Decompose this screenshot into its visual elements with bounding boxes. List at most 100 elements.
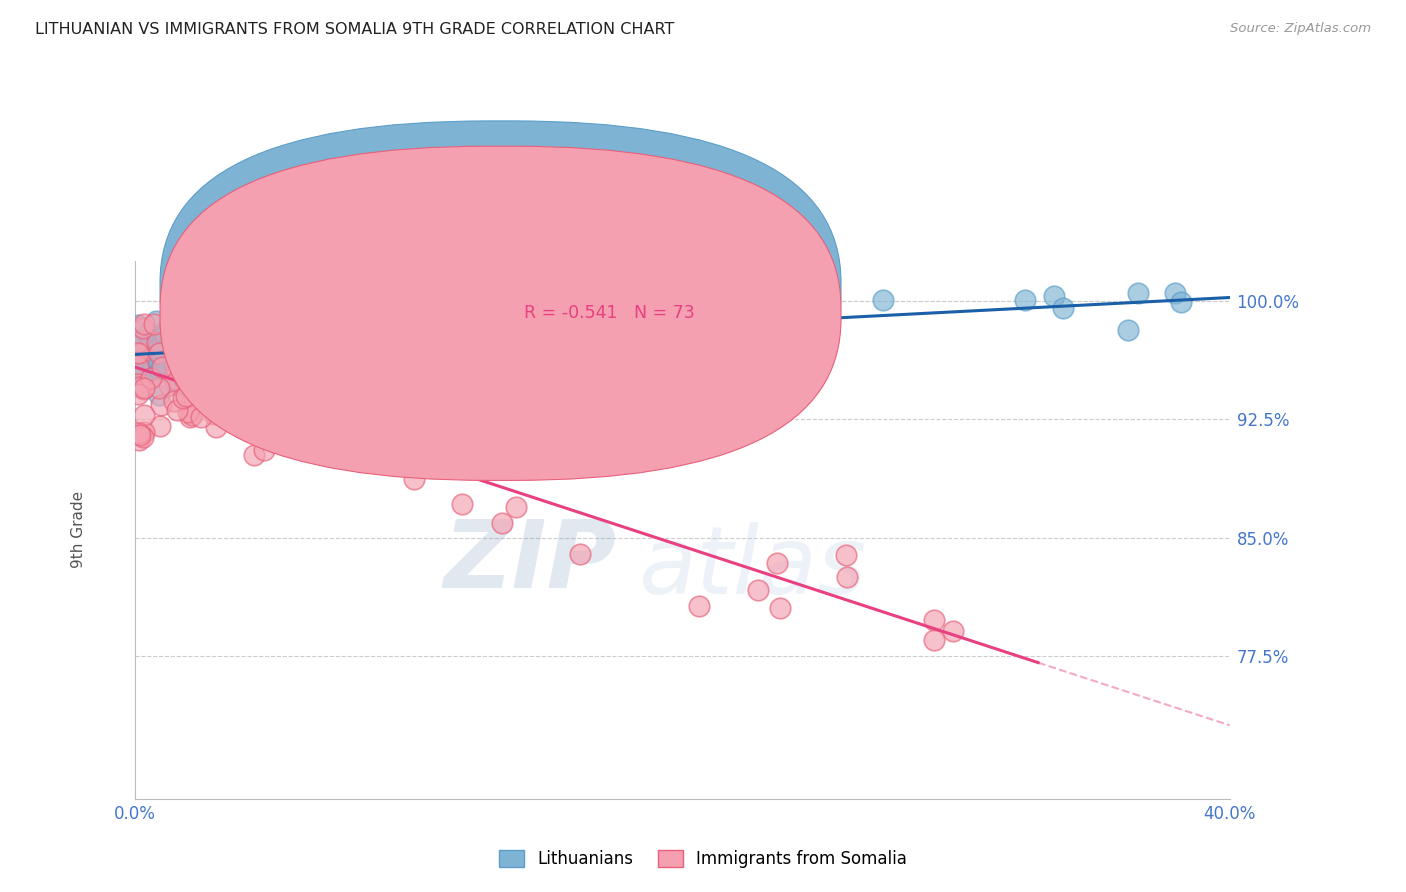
- Point: [278, 412, 301, 426]
- Point: [259, 413, 281, 427]
- Point: [142, 349, 165, 363]
- Point: [253, 442, 276, 457]
- Point: [1170, 295, 1192, 310]
- Point: [315, 364, 337, 378]
- Point: [167, 377, 190, 392]
- Point: [271, 333, 294, 347]
- Point: [505, 500, 527, 515]
- Point: [127, 343, 149, 358]
- Point: [247, 326, 270, 341]
- Point: [1014, 293, 1036, 307]
- Point: [205, 419, 228, 434]
- Point: [526, 310, 548, 324]
- Point: [318, 301, 340, 316]
- Point: [132, 318, 155, 332]
- Point: [134, 365, 156, 379]
- Point: [769, 600, 792, 615]
- Point: [226, 405, 249, 419]
- Point: [184, 311, 207, 326]
- Text: atlas: atlas: [638, 522, 866, 613]
- Point: [162, 371, 184, 385]
- Point: [214, 376, 236, 390]
- Point: [1116, 323, 1139, 337]
- Point: [152, 361, 174, 376]
- Point: [664, 310, 686, 325]
- Point: [366, 438, 388, 452]
- Point: [181, 408, 204, 422]
- Point: [142, 318, 165, 332]
- Point: [131, 334, 153, 348]
- Point: [165, 362, 187, 376]
- Point: [188, 333, 211, 347]
- Point: [247, 338, 270, 352]
- Point: [837, 570, 859, 584]
- Point: [747, 583, 769, 598]
- Point: [872, 293, 894, 308]
- Point: [190, 409, 212, 424]
- Point: [311, 347, 333, 361]
- Point: [648, 323, 671, 337]
- Point: [193, 365, 215, 379]
- Point: [149, 419, 172, 434]
- Point: [177, 405, 200, 419]
- Point: [263, 320, 285, 334]
- Point: [163, 358, 186, 372]
- Point: [166, 403, 188, 417]
- Text: Source: ZipAtlas.com: Source: ZipAtlas.com: [1230, 22, 1371, 36]
- Point: [280, 438, 302, 452]
- Point: [148, 388, 170, 402]
- Point: [368, 342, 391, 356]
- Point: [172, 391, 194, 405]
- Point: [357, 378, 380, 392]
- Point: [402, 472, 425, 486]
- Point: [139, 354, 162, 368]
- Point: [145, 334, 167, 349]
- Point: [150, 398, 173, 412]
- Point: [193, 367, 215, 381]
- Point: [127, 338, 149, 352]
- Legend: Lithuanians, Immigrants from Somalia: Lithuanians, Immigrants from Somalia: [492, 843, 914, 875]
- Point: [292, 429, 315, 443]
- Point: [146, 343, 169, 357]
- Point: [262, 343, 284, 357]
- Point: [1052, 301, 1074, 315]
- Point: [267, 347, 290, 361]
- Point: [127, 334, 149, 349]
- Text: R = -0.541   N = 73: R = -0.541 N = 73: [523, 304, 695, 322]
- Point: [491, 516, 513, 531]
- Point: [174, 389, 197, 403]
- Point: [179, 410, 201, 425]
- Point: [202, 407, 225, 421]
- FancyBboxPatch shape: [160, 121, 841, 455]
- Point: [754, 285, 776, 300]
- Point: [163, 372, 186, 386]
- Point: [128, 334, 150, 348]
- Point: [146, 338, 169, 352]
- Point: [138, 327, 160, 342]
- Point: [139, 341, 162, 355]
- Point: [568, 547, 591, 561]
- Point: [150, 334, 173, 348]
- Point: [150, 350, 173, 364]
- Point: [922, 632, 945, 647]
- Point: [235, 318, 257, 333]
- Point: [152, 326, 174, 340]
- Point: [472, 325, 495, 339]
- Point: [127, 376, 149, 391]
- Point: [159, 333, 181, 347]
- Point: [207, 357, 229, 371]
- Point: [1164, 285, 1187, 300]
- Point: [149, 364, 172, 378]
- Point: [262, 424, 284, 438]
- Point: [200, 373, 222, 387]
- Point: [127, 359, 149, 373]
- Point: [131, 360, 153, 375]
- Point: [253, 331, 276, 345]
- Point: [291, 378, 314, 392]
- Point: [132, 425, 155, 439]
- Point: [150, 359, 173, 374]
- Point: [450, 497, 472, 511]
- Point: [173, 371, 195, 385]
- Point: [127, 345, 149, 359]
- Point: [129, 353, 152, 368]
